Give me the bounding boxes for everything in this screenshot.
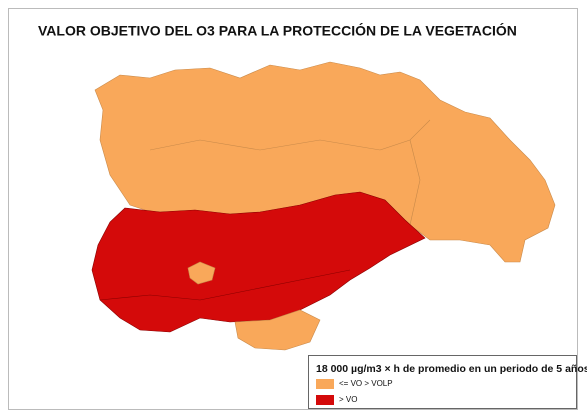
legend-label: > VO xyxy=(339,395,357,404)
legend-items: <= VO > VOLP > VO xyxy=(316,379,393,405)
map-title: VALOR OBJETIVO DEL O3 PARA LA PROTECCIÓN… xyxy=(38,22,517,39)
region-south-east xyxy=(234,309,321,351)
legend-swatch xyxy=(316,395,334,405)
province-border xyxy=(99,269,351,301)
region-island xyxy=(187,261,216,285)
legend-label: <= VO > VOLP xyxy=(339,379,393,388)
region-south xyxy=(91,191,426,333)
legend-swatch xyxy=(316,379,334,389)
province-border xyxy=(409,139,421,226)
legend-title: 18 000 µg/m3 × h de promedio en un perio… xyxy=(316,363,587,375)
legend-box xyxy=(308,355,577,409)
